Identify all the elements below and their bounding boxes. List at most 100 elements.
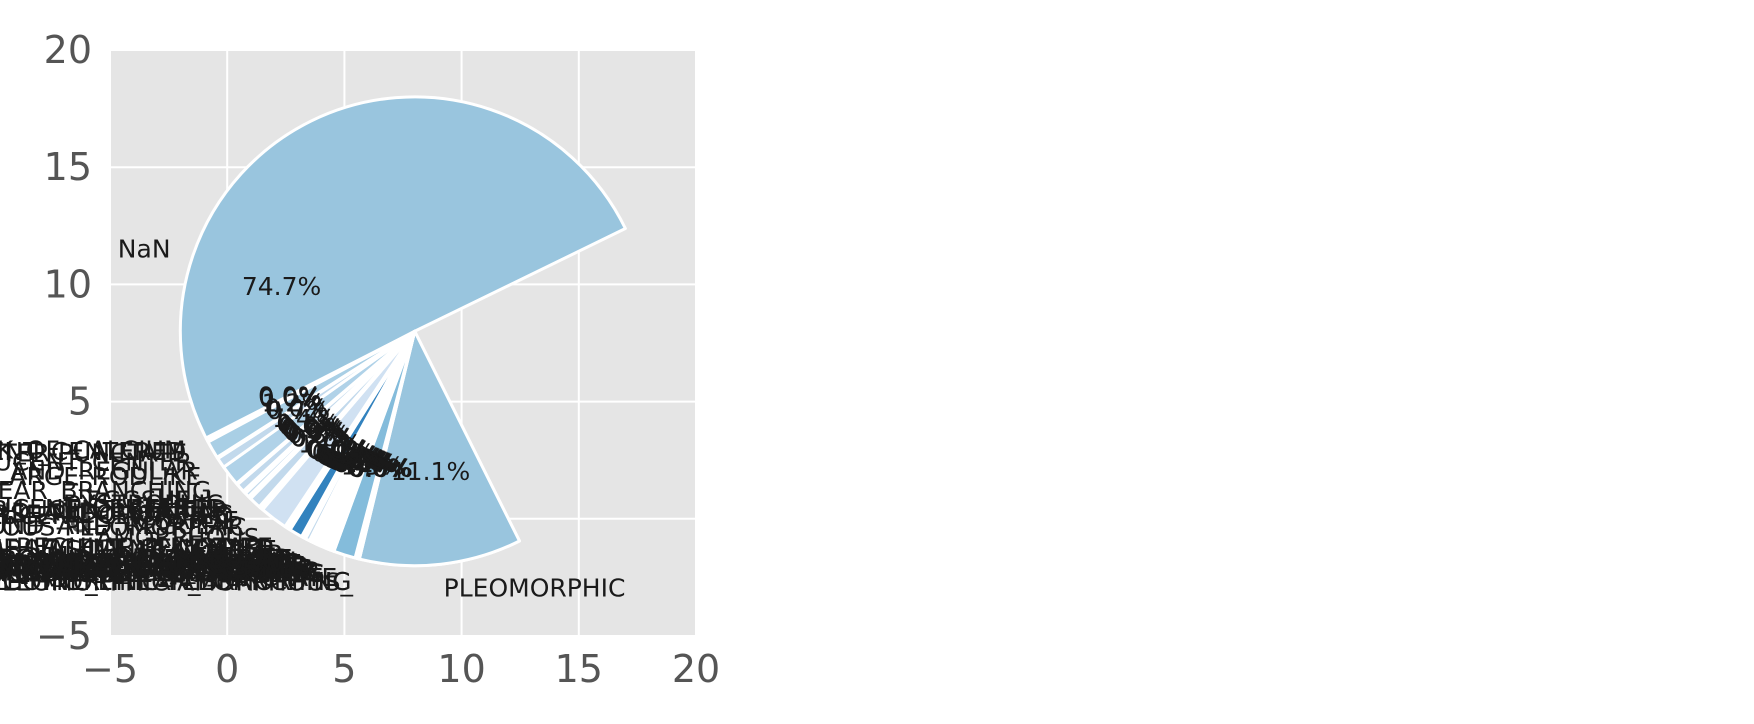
slice-percent-label: 74.7% <box>242 272 321 301</box>
slice-percent-label: 0.1% <box>327 446 391 475</box>
slice-label: DYSTROPHIC <box>63 490 223 519</box>
x-tick-label: 20 <box>672 647 720 691</box>
slice-label: AMORPHOUS <box>96 523 259 552</box>
slice-percent-label: 0.0% <box>332 449 396 478</box>
slice-percent-label: 0.0% <box>323 445 387 474</box>
y-tick-label: −5 <box>36 614 92 658</box>
slice-label: PUNCTATE-AMORPHOUS-PLEOMORPHIC <box>0 558 323 587</box>
slice-percent-label: 0.0% <box>306 435 370 464</box>
slice-label: ROUND_AND_REGULAR-PLEOMORPHIC <box>0 550 304 579</box>
slice-label: VASCULAR-COARSE-LUCENT_CENTER-ROUND_AND_… <box>0 533 273 562</box>
slice-label: COARSE-ROUND_AND_REGULAR-LUCENT_CENTER <box>0 495 228 524</box>
slice-percent-label: 0.0% <box>348 453 412 482</box>
slice-label: ROUND_AND_REGULAR-LUCENT_CENTER-DYSTROPH… <box>0 552 307 581</box>
slice-percent-label: 1.5% <box>341 451 405 480</box>
slice-percent-label: 0.0% <box>306 435 370 464</box>
slice-label: PUNCTATE-LUCENT_CENTER <box>0 557 320 586</box>
slice-percent-label: 0.2% <box>325 446 389 475</box>
slice-percent-label: 0.9% <box>312 438 376 467</box>
slice-percent-label: 0.7% <box>267 396 331 425</box>
slice-percent-label: 0.8% <box>287 420 351 449</box>
slice-percent-label: 1.4% <box>272 404 336 433</box>
slice-label: PLEOMORPHIC <box>444 573 626 602</box>
slice-label: ROUND_AND_REGULAR <box>22 555 315 584</box>
x-tick-label: 10 <box>437 647 485 691</box>
slice-label: LARGE_RODLIKE-ROUND_AND_REGULAR <box>0 457 198 486</box>
slice-percent-label: 0.0% <box>324 445 388 474</box>
slice-label: ROUND_AND_REGULAR-PUNCTATE-AMORPHOUS <box>0 548 300 577</box>
slice-label: PUNCTATE-PLEOMORPHIC <box>0 556 318 585</box>
slice-percent-label: 11.1% <box>391 457 470 486</box>
slice-label: PLEOMORPHIC-FINE_LINEAR_BRANCHING <box>0 567 351 596</box>
slice-label: PUNCTATE-AMORPHOUS <box>24 559 325 588</box>
slice-percent-label: 0.2% <box>291 424 355 453</box>
x-tick-label: 15 <box>555 647 603 691</box>
slice-percent-label: 0.0% <box>315 441 379 470</box>
slice-label: LUCENT_CENTER <box>0 448 192 477</box>
pie-slices <box>178 95 627 568</box>
slice-label: VASCULAR-COARSE-LUCENT_CENTER <box>0 534 276 563</box>
slice-percent-label: 0.0% <box>348 454 412 483</box>
slice-label: MILK_OF_CALCIUM <box>0 435 186 464</box>
slice-percent-label: 0.0% <box>308 436 372 465</box>
slice-percent-label: 0.3% <box>282 415 346 444</box>
y-tick-label: 5 <box>68 380 92 424</box>
slice-label: ROUND_AND_REGULAR-PUNCTATE <box>0 549 302 578</box>
slice-percent-label: 1.9% <box>298 430 362 459</box>
slice-percent-label: 0.0% <box>307 436 371 465</box>
slice-percent-label: 0.0% <box>265 393 329 422</box>
slice-percent-label: 0.0% <box>258 382 322 411</box>
slice-label: COARSE <box>136 506 239 535</box>
slice-percent-label: 0.0% <box>284 417 348 446</box>
slice-label: SKIN <box>238 547 296 576</box>
slice-percent-label: 0.6% <box>278 411 342 440</box>
slice-label: SKIN-PUNCTATE-ROUND_AND_REGULAR <box>0 543 291 572</box>
slice-label: COARSE-ROUND_AND_REGULAR <box>0 497 230 526</box>
slice-percent-label: 0.2% <box>329 447 393 476</box>
pie-slice <box>204 329 417 441</box>
x-tick-label: −5 <box>82 647 138 691</box>
slice-percent-label: 0.0% <box>284 417 348 446</box>
x-axis-ticks: −5 0 5 10 15 20 <box>82 647 720 691</box>
pie-percent-labels: 74.7%11.1%0.0%0.0%0.0%1.5%0.1%0.0%0.0%0.… <box>242 272 470 486</box>
pie-slice-labels: NaN PLEOMORPHIC PLEOMORPHIC-AMORPHOUS_PLEO… <box>0 234 625 602</box>
slice-label: EGGSHELL <box>86 485 219 514</box>
slice-label: AMORPHOUS-PLEOMORPHIC <box>0 512 246 541</box>
slice-percent-label: 0.0% <box>281 414 345 443</box>
slice-label: SKIN-PUNCTATE <box>96 544 292 573</box>
slice-percent-label: 0.2% <box>330 448 394 477</box>
slice-percent-label: 0.0% <box>320 443 384 472</box>
slice-percent-label: 0.0% <box>259 383 323 412</box>
slice-percent-label: 0.1% <box>276 409 340 438</box>
slice-label: COARSE-LUCENT_CENTERED <box>0 501 234 530</box>
slice-label: AMORPHOUS-ROUND_AND_REGULAR <box>0 511 244 540</box>
pie-slice <box>357 329 521 568</box>
slice-percent-label: 0.0% <box>349 454 413 483</box>
slice-label: COARSE-ROUND_AND_REGULAR-LUCENT_CENTERED <box>0 494 227 523</box>
slice-label: PLEOMORPHIC-PLEOMORPHIC <box>0 567 350 596</box>
slice-percent-label: 0.0% <box>290 423 354 452</box>
y-axis-ticks: −5 0 5 10 15 20 <box>36 28 92 658</box>
slice-percent-label: 0.2% <box>321 444 385 473</box>
slice-label: VASCULAR <box>151 539 284 568</box>
slice-label: ROUND_AND_REGULAR-EGGSHELL <box>0 554 311 583</box>
slice-label: COARSE-PLEOMORPHIC <box>0 500 232 529</box>
slice-label: SKIN-COARSE-ROUND_AND_REGULAR <box>0 545 294 574</box>
x-tick-label: 5 <box>332 647 356 691</box>
slice-percent-label: 1.2% <box>262 388 326 417</box>
x-tick-label: 0 <box>215 647 239 691</box>
slice-percent-label: 0.0% <box>332 448 396 477</box>
slice-percent-label: 0.3% <box>319 442 383 471</box>
slice-label: ROUND_AND_REGULAR-LUCENT_CENTER <box>0 553 309 582</box>
slice-percent-label: 0.0% <box>258 383 322 412</box>
slice-label: PLEOMORPHIC-AMORPHOUS_ <box>0 568 354 597</box>
slice-label: FINE_LINEAR_BRANCHING <box>0 476 211 505</box>
y-tick-label: 15 <box>44 145 92 189</box>
slice-percent-label: 0.0% <box>316 441 380 470</box>
slice-label: PUNCTATE <box>208 563 337 592</box>
slice-percent-label: 0.0% <box>333 449 397 478</box>
slice-label: LARGE_RODLIKE <box>0 462 201 491</box>
slice-label: VASCULAR-COARSE-LUCENT_CENTERED <box>0 533 274 562</box>
slice-percent-label: 0.0% <box>323 444 387 473</box>
